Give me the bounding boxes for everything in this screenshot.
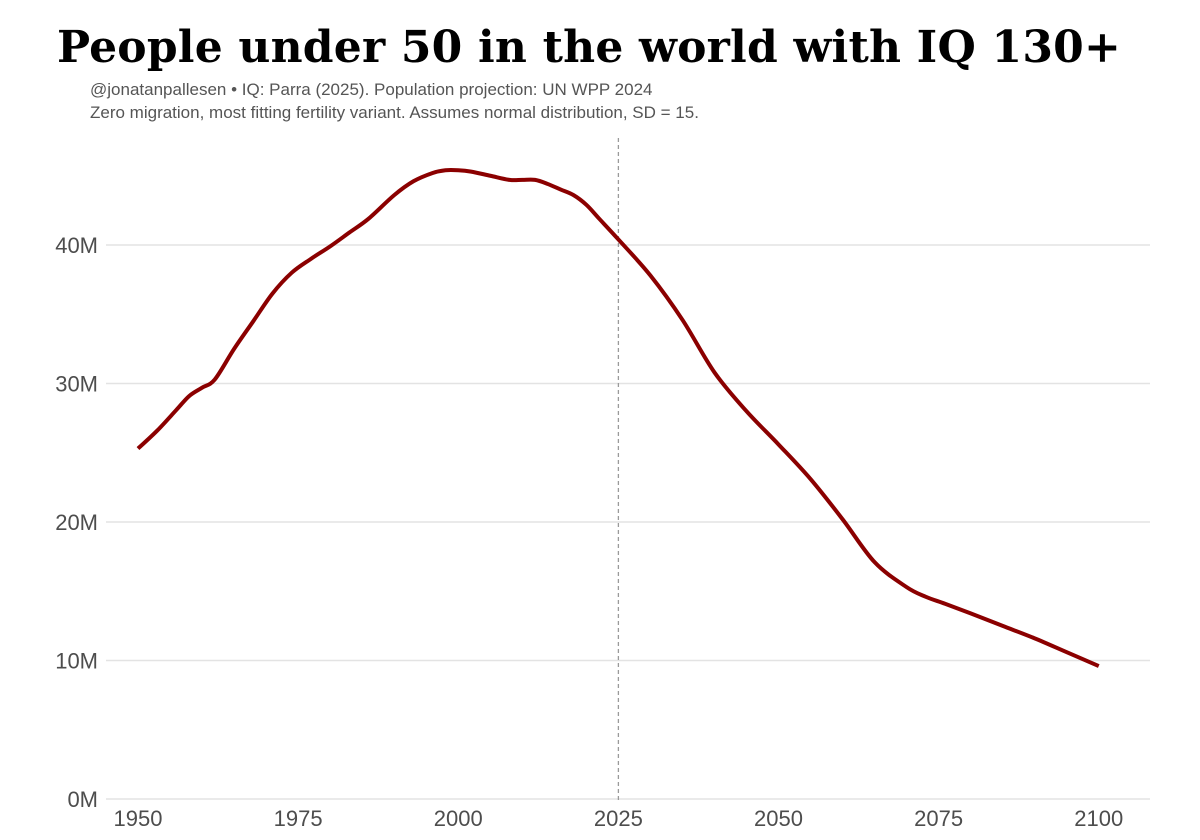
data-point-2045 xyxy=(744,409,748,413)
data-point-1953 xyxy=(155,429,159,433)
data-point-2005 xyxy=(488,174,492,178)
x-tick-label: 2050 xyxy=(754,806,803,831)
x-tick-label: 2000 xyxy=(434,806,483,831)
data-point-2065 xyxy=(873,560,877,564)
data-point-2002 xyxy=(469,170,473,174)
data-point-1968 xyxy=(251,319,255,323)
data-point-2008 xyxy=(508,178,512,182)
y-axis-ticks: 0M 10M 20M 30M 40M xyxy=(55,233,98,812)
data-point-2035 xyxy=(680,318,684,322)
x-tick-label: 1975 xyxy=(274,806,323,831)
data-point-2000 xyxy=(456,168,460,172)
x-tick-label: 2025 xyxy=(594,806,643,831)
data-point-2090 xyxy=(1033,636,1037,640)
data-point-2022 xyxy=(597,217,601,221)
data-point-2100 xyxy=(1097,664,1101,668)
data-point-1962 xyxy=(213,377,217,381)
y-tick-label: 0M xyxy=(67,787,98,812)
chart-subtitle-source: @jonatanpallesen • IQ: Parra (2025). Pop… xyxy=(90,80,653,99)
y-tick-label: 10M xyxy=(55,649,98,674)
y-tick-label: 20M xyxy=(55,510,98,535)
data-point-1980 xyxy=(328,244,332,248)
data-point-2073 xyxy=(924,595,928,599)
data-point-2014 xyxy=(546,182,550,186)
series-group xyxy=(136,167,1101,668)
gridlines xyxy=(106,244,1150,800)
data-point-1993 xyxy=(411,179,415,183)
data-point-2070 xyxy=(905,585,909,589)
x-axis-ticks: 1950 1975 2000 2025 2050 2075 2100 xyxy=(114,806,1124,831)
data-point-2080 xyxy=(969,611,973,615)
data-point-1977 xyxy=(309,257,313,261)
data-point-1950 xyxy=(136,447,140,451)
data-point-1990 xyxy=(392,193,396,197)
data-point-2060 xyxy=(841,517,845,521)
series-line-0 xyxy=(136,167,1100,668)
y-tick-label: 40M xyxy=(55,233,98,258)
chart-title: People under 50 in the world with IQ 130… xyxy=(56,22,1122,73)
data-point-2016 xyxy=(559,188,563,192)
data-point-1958 xyxy=(187,394,191,398)
data-point-2018 xyxy=(572,193,576,197)
data-point-1971 xyxy=(271,291,275,295)
data-point-2050 xyxy=(777,442,781,446)
data-point-1986 xyxy=(367,217,371,221)
data-point-2055 xyxy=(809,477,813,481)
x-tick-label: 2075 xyxy=(914,806,963,831)
data-point-2025 xyxy=(616,237,620,241)
data-point-2012 xyxy=(533,178,537,182)
data-point-2030 xyxy=(648,273,652,277)
x-tick-label: 2100 xyxy=(1074,806,1123,831)
x-tick-label: 1950 xyxy=(114,806,163,831)
data-point-2085 xyxy=(1001,624,1005,628)
data-point-1965 xyxy=(232,347,236,351)
data-point-2020 xyxy=(584,203,588,207)
data-point-1998 xyxy=(443,168,447,172)
data-point-1956 xyxy=(174,408,178,412)
data-point-2095 xyxy=(1065,650,1069,654)
data-point-2076 xyxy=(943,602,947,606)
data-point-2010 xyxy=(520,178,524,182)
chart-subtitle-notes: Zero migration, most fitting fertility v… xyxy=(90,103,699,122)
data-point-1983 xyxy=(347,231,351,235)
y-tick-label: 30M xyxy=(55,372,98,397)
data-point-1996 xyxy=(431,171,435,175)
data-point-1960 xyxy=(200,386,204,390)
data-point-2040 xyxy=(712,370,716,374)
data-point-1974 xyxy=(290,271,294,275)
